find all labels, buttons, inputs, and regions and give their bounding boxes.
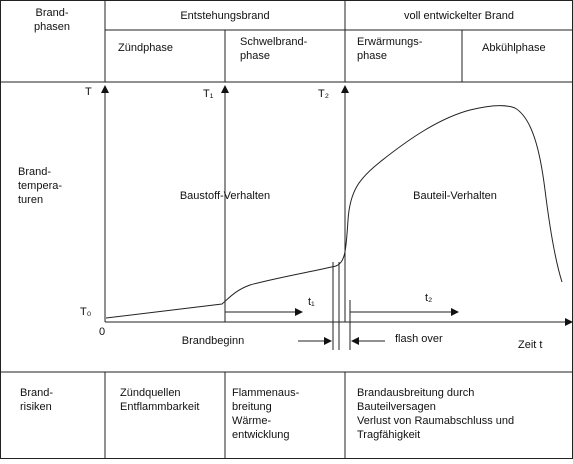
group-label: Entstehungsbrand [180, 10, 269, 22]
axis-label: T₀ [80, 306, 91, 318]
risk-cell: entwicklung [232, 429, 289, 441]
risk-cell: Tragfähigkeit [357, 429, 420, 441]
risk-label: Brand- [20, 387, 53, 399]
interval-label: t₂ [425, 292, 432, 304]
risk-cell: breitung [232, 401, 272, 413]
risk-cell: Verlust von Raumabschluss und [357, 415, 514, 427]
row-label: tempera- [18, 180, 62, 192]
phase-label: phase [357, 50, 387, 62]
axis-label: Zeit t [518, 339, 542, 351]
event-label: flash over [395, 333, 443, 345]
header-left: Brand- [35, 7, 68, 19]
axis-label: T [85, 86, 92, 98]
risk-cell: Bauteilversagen [357, 401, 436, 413]
temperature-curve [105, 105, 563, 319]
group-label: voll entwickelter Brand [404, 10, 514, 22]
phase-label: Zündphase [118, 42, 173, 54]
row-label: Brand- [18, 166, 51, 178]
region-label: Bauteil-Verhalten [413, 190, 497, 202]
risk-cell: Wärme- [232, 415, 271, 427]
phase-label: Schwelbrand- [240, 36, 308, 48]
axis-label: 0 [99, 326, 105, 338]
axis-label: T₁ [203, 88, 214, 100]
interval-label: t₁ [308, 296, 315, 308]
header-left: phasen [34, 21, 70, 33]
risk-cell: Zündquellen [120, 387, 181, 399]
event-label: Brandbeginn [182, 335, 244, 347]
risk-cell: Brandausbreitung durch [357, 387, 474, 399]
phase-label: Erwärmungs- [357, 36, 423, 48]
labels: Brand- phasen Entstehungsbrand voll entw… [18, 7, 546, 441]
axes [101, 85, 573, 350]
phase-label: Abkühlphase [482, 42, 546, 54]
axis-label: T₂ [318, 88, 329, 100]
region-label: Baustoff-Verhalten [180, 190, 270, 202]
risk-cell: Entflammbarkeit [120, 401, 199, 413]
phase-label: phase [240, 50, 270, 62]
risk-cell: Flammenaus- [232, 387, 300, 399]
row-label: turen [18, 194, 43, 206]
risk-label: risiken [20, 401, 52, 413]
